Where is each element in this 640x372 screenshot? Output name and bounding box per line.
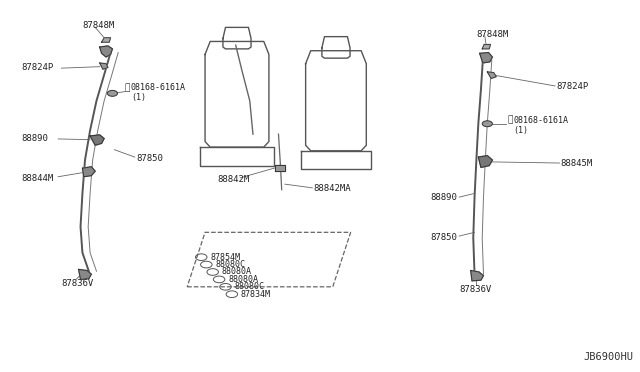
Text: 88080C: 88080C: [234, 282, 264, 291]
Polygon shape: [482, 44, 490, 49]
Polygon shape: [100, 46, 113, 57]
Text: 88842M: 88842M: [218, 175, 250, 184]
Polygon shape: [470, 270, 483, 281]
Text: 87848M: 87848M: [83, 22, 115, 31]
Text: 88890: 88890: [431, 193, 458, 202]
Text: 88845M: 88845M: [561, 159, 593, 168]
Text: 87836V: 87836V: [460, 285, 492, 294]
Text: 87850: 87850: [136, 154, 163, 163]
Text: 08168-6161A
(1): 08168-6161A (1): [131, 83, 186, 102]
Text: 88080C: 88080C: [215, 260, 245, 269]
Text: 87848M: 87848M: [476, 29, 509, 39]
Text: Ⓑ: Ⓑ: [507, 116, 513, 125]
Polygon shape: [102, 38, 111, 42]
Polygon shape: [90, 135, 104, 145]
Text: 08168-6161A
(1): 08168-6161A (1): [513, 116, 568, 135]
Text: 87850: 87850: [431, 232, 458, 242]
Text: 88080A: 88080A: [228, 275, 258, 284]
Polygon shape: [479, 52, 492, 63]
Polygon shape: [275, 164, 285, 171]
Polygon shape: [79, 269, 92, 279]
Text: 87834M: 87834M: [241, 290, 271, 299]
Text: 88890: 88890: [21, 134, 48, 143]
Text: 87824P: 87824P: [556, 82, 589, 91]
Polygon shape: [478, 155, 492, 167]
Polygon shape: [83, 167, 95, 177]
Text: 88080A: 88080A: [221, 267, 252, 276]
Polygon shape: [100, 63, 108, 69]
Circle shape: [108, 90, 118, 96]
Text: 87824P: 87824P: [21, 63, 53, 72]
Text: 87854M: 87854M: [210, 253, 240, 262]
Polygon shape: [487, 72, 496, 78]
Text: 88842MA: 88842MA: [314, 185, 351, 193]
Text: 88844M: 88844M: [21, 174, 53, 183]
Text: Ⓑ: Ⓑ: [125, 83, 130, 92]
Text: 87836V: 87836V: [61, 279, 93, 288]
Circle shape: [482, 121, 492, 127]
Text: JB6900HU: JB6900HU: [583, 352, 633, 362]
